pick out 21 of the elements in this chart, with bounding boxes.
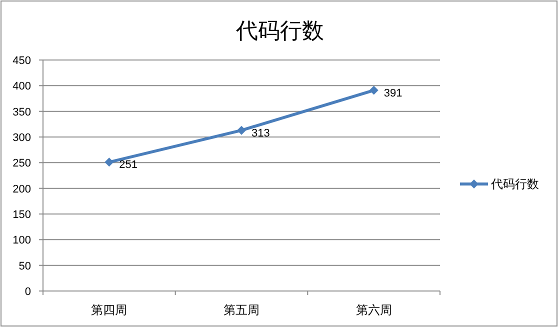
y-tick-label: 350 [12, 106, 31, 118]
data-label: 251 [119, 159, 138, 172]
y-tick-label: 300 [12, 132, 31, 144]
x-tick-label: 第六周 [356, 303, 392, 317]
y-tick-label: 100 [12, 234, 31, 247]
y-tick-label: 450 [12, 55, 31, 67]
y-tick-label: 250 [12, 158, 31, 170]
y-tick-label: 50 [18, 260, 31, 272]
legend-label: 代码行数 [490, 177, 539, 191]
y-tick-label: 150 [12, 209, 31, 221]
point [369, 86, 378, 95]
chart-title: 代码行数 [235, 18, 324, 43]
y-tick-label: 200 [12, 183, 31, 196]
y-tick-label: 400 [12, 80, 31, 93]
data-label: 391 [384, 87, 402, 100]
y-tick-label: 0 [24, 286, 31, 298]
x-tick-label: 第四周 [91, 303, 128, 317]
point [237, 126, 246, 135]
point [104, 158, 114, 167]
data-label: 313 [252, 127, 270, 140]
x-tick-label: 第五周 [224, 303, 260, 317]
